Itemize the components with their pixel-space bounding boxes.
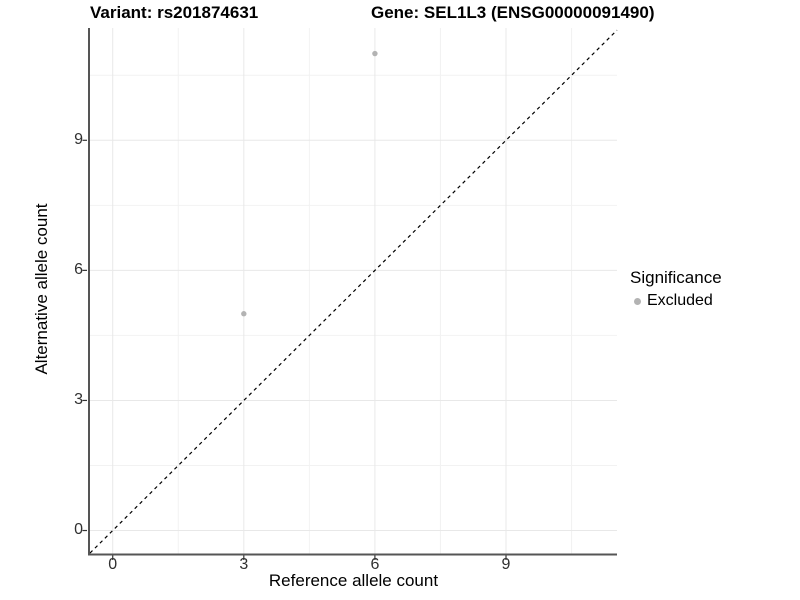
legend-title: Significance bbox=[630, 268, 722, 287]
x-axis-title: Reference allele count bbox=[268, 571, 439, 590]
gene-title: Gene: SEL1L3 (ENSG00000091490) bbox=[371, 3, 655, 22]
y-axis-title: Alternative allele count bbox=[32, 203, 51, 375]
x-tick-label: 6 bbox=[370, 556, 380, 573]
y-tick-label: 9 bbox=[74, 130, 83, 148]
data-point bbox=[372, 50, 378, 57]
y-tick-label: 3 bbox=[74, 390, 83, 408]
legend-entry-excluded: Excluded bbox=[634, 292, 722, 310]
x-tick-label: 9 bbox=[501, 556, 511, 573]
y-tick-label: 0 bbox=[74, 521, 83, 539]
data-point bbox=[241, 311, 247, 317]
x-tick-label: 0 bbox=[108, 556, 118, 573]
x-tick-label: 3 bbox=[239, 556, 249, 573]
legend-entry-label: Excluded bbox=[647, 292, 713, 309]
excluded-point-icon bbox=[634, 297, 641, 305]
y-tick-label: 6 bbox=[74, 260, 83, 278]
legend: Significance Excluded bbox=[630, 268, 722, 310]
identity-dashed-line bbox=[89, 29, 618, 554]
variant-title: Variant: rs201874631 bbox=[90, 3, 259, 22]
